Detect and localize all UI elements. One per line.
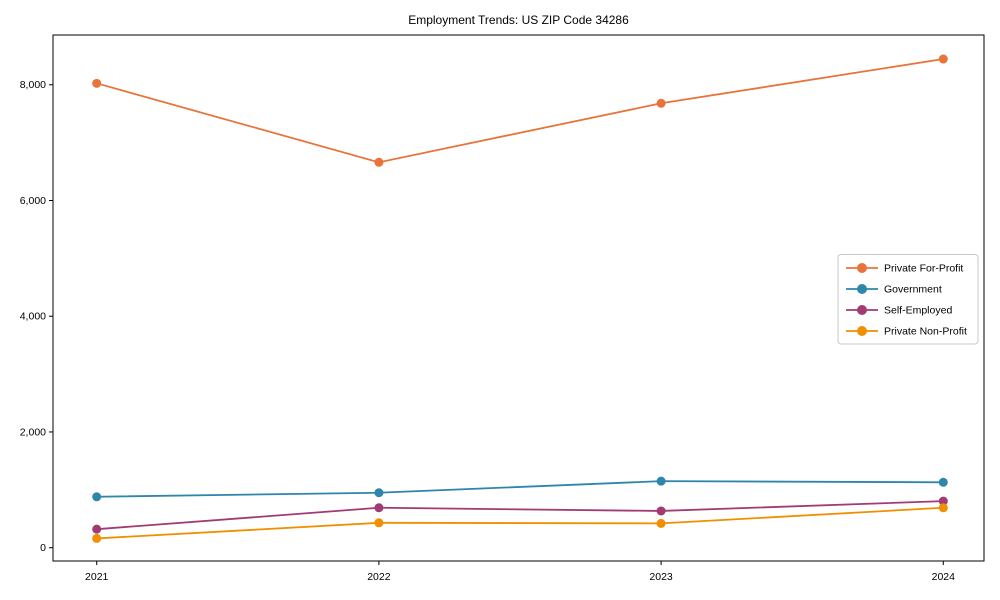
data-point [656, 476, 666, 486]
data-point [374, 488, 384, 498]
legend-marker [857, 284, 867, 294]
series-group [92, 54, 948, 543]
data-point [374, 503, 384, 513]
data-point [92, 492, 102, 502]
legend-marker [857, 305, 867, 315]
legend: Private For-Profit Government Self-Employe… [837, 254, 979, 345]
legend-marker [857, 326, 867, 336]
y-tick-label: 4,000 [20, 311, 46, 323]
data-point [92, 524, 102, 534]
x-tick-label: 2024 [932, 571, 956, 583]
legend-label: Government [884, 283, 942, 295]
y-tick-label: 0 [40, 542, 46, 554]
x-tick-label: 2022 [367, 571, 391, 583]
data-point [92, 78, 102, 88]
legend-box [837, 254, 979, 345]
legend-item: Self-Employed [846, 304, 952, 316]
legend-item: Private For-Profit [846, 262, 963, 274]
series-line-self-employed [96, 500, 944, 531]
legend-label: Private Non-Profit [884, 325, 967, 337]
legend-item: Private Non-Profit [846, 325, 967, 337]
series-line-private-for-profit [96, 58, 944, 164]
legend-marker [857, 263, 867, 273]
data-point [92, 533, 102, 543]
y-tick-label: 2,000 [20, 426, 46, 438]
series-line-government [96, 480, 944, 498]
data-point [656, 506, 666, 516]
y-tick-label: 6,000 [20, 195, 46, 207]
data-point [374, 157, 384, 167]
data-point [656, 518, 666, 528]
legend-item: Government [846, 283, 942, 295]
x-tick-label: 2021 [85, 571, 109, 583]
data-point [938, 477, 948, 487]
legend-label: Private For-Profit [884, 262, 963, 274]
data-point [938, 496, 948, 506]
legend-label: Self-Employed [884, 304, 952, 316]
data-point [374, 518, 384, 528]
x-tick-label: 2023 [649, 571, 673, 583]
series-line-private-non-profit [96, 506, 944, 540]
plot-frame [52, 34, 985, 562]
axes: 0 2,000 4,000 6,000 8,000 2021 2022 2023 2024 [20, 34, 985, 583]
data-point [938, 503, 948, 513]
chart-title: Employment Trends: US ZIP Code 34286 [408, 13, 629, 27]
data-point [656, 98, 666, 108]
data-point [938, 54, 948, 64]
y-tick-label: 8,000 [20, 79, 46, 91]
